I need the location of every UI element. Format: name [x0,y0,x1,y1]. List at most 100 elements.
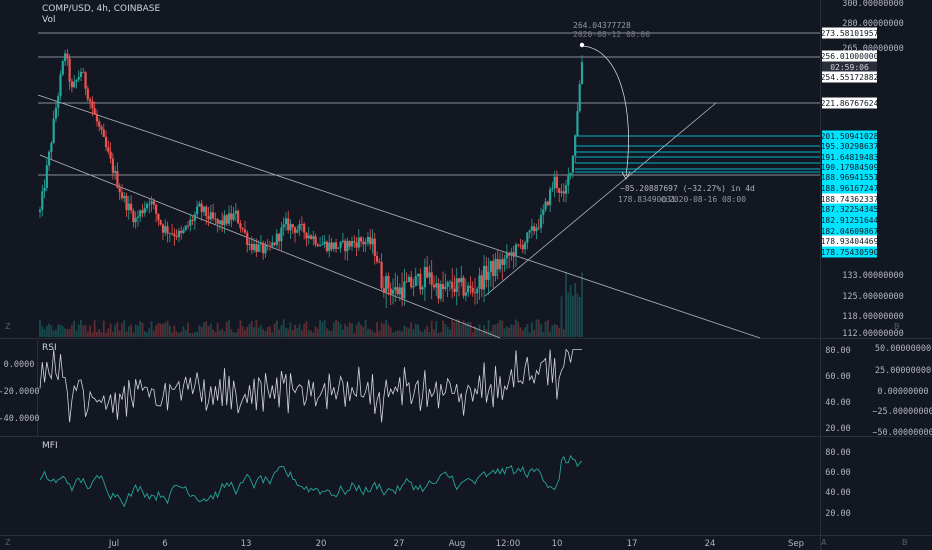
volume-bar [257,327,260,337]
volume-bar [198,324,201,337]
axes: 300.00000000 280.00000000 265.00000000 133.… [108,0,904,549]
date-tick-label: Jul [108,539,119,549]
volume-bar [216,322,219,337]
volume-bar [581,272,583,337]
price-tag [822,182,877,194]
candle-body [218,220,222,224]
volume-bar [392,332,394,337]
candle-body [517,244,520,246]
volume-bar [464,322,467,337]
volume-bar [239,320,242,337]
candle-body [296,229,299,233]
rsi-tick-label: 80.00 [825,346,851,356]
corner-b-top[interactable]: B [894,322,900,331]
volume-bar [84,325,87,337]
candle-body [437,283,440,299]
rsi-line [39,348,582,423]
candle-body [312,236,315,239]
volume-bar [401,331,403,337]
volume-bar [41,326,44,337]
date-tick-label: 24 [705,539,716,549]
candle-body [478,275,481,289]
volume-bar [203,322,205,337]
volume-bar [66,329,69,337]
volume-bar [64,328,66,337]
candle-body [514,244,518,257]
volume-bar [289,322,292,337]
rsi-far-tick-label: 50.00000000 [875,344,931,354]
volume-bar [449,329,451,337]
candle-body [330,242,333,250]
price-tag-label: 188.74362337 [821,195,879,204]
price-tick-label: 133.00000000 [842,271,903,281]
candle-body [230,213,233,220]
candle-body [564,185,568,194]
volume-bar [86,331,89,337]
volume-bar [237,328,240,337]
volume-bar [187,322,189,337]
candle-body [182,230,185,233]
candle-body [569,172,572,175]
volume-bar [483,325,485,337]
price-tag-label: 178.75430590 [821,248,879,257]
candle-body [494,259,497,276]
candle-body [328,242,331,251]
candle-body [319,245,322,246]
corner-b[interactable]: B [902,538,908,547]
volume-bar [214,332,217,337]
volume-bar [567,292,570,337]
candle-body [266,245,269,247]
candle-body [533,226,536,232]
volume-bar [524,327,526,337]
projection-target-label: 178.83490031 [618,195,676,204]
volume-bar [339,323,342,337]
volume-bar [121,323,123,337]
candle-body [512,252,515,257]
candlestick-series [38,49,584,308]
candle-body [225,215,228,224]
corner-z[interactable]: Z [5,538,11,547]
candle-body [505,252,508,259]
volume-bar [259,325,262,337]
candle-body [207,216,210,220]
candle-body [293,227,297,233]
candle-body [394,287,397,291]
volume-bar [209,323,212,337]
date-tick-label: Aug [449,539,466,549]
candle-body [501,259,504,265]
volume-bar [460,324,463,337]
corner-z-top[interactable]: Z [5,322,11,331]
candle-body [123,195,126,199]
candle-body [189,219,192,226]
volume-bar [414,323,417,337]
price-tag-label: 273.58101957 [821,29,879,38]
support-trend-line [484,102,717,297]
volume-bar [191,332,194,337]
candle-body [200,203,203,212]
candle-body [546,201,549,206]
price-tag-label: 188.96941551 [821,173,879,182]
candle-body [485,265,488,280]
candle-body [398,287,401,295]
corner-a[interactable]: A [821,538,827,547]
volume-bar [57,324,60,337]
volume-bar [241,326,244,337]
volume-bar [275,320,278,337]
candle-body [241,227,244,230]
volume-bar [134,324,137,337]
candle-body [173,233,176,237]
volume-bar [178,332,180,337]
volume-bar [114,324,117,337]
candle-body [73,81,76,88]
candle-body [382,288,385,293]
candle-body [416,273,420,277]
candle-body [439,284,442,299]
mfi-tick-label: 80.00 [825,448,851,458]
rsi-left-tick-label: -40.0000 [0,414,39,424]
rsi-tick-label: 60.00 [825,372,851,382]
symbol-title: COMP/USD, 4h, COINBASE [42,4,161,14]
candle-body [560,191,563,193]
volume-bar [485,329,488,337]
